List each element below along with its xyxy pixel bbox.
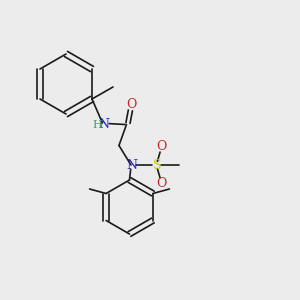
Text: O: O [127,98,137,111]
Text: O: O [156,177,166,190]
Text: N: N [126,158,137,172]
Text: N: N [98,118,110,131]
Text: O: O [156,140,166,153]
Text: H: H [92,119,102,130]
Text: S: S [153,158,161,172]
